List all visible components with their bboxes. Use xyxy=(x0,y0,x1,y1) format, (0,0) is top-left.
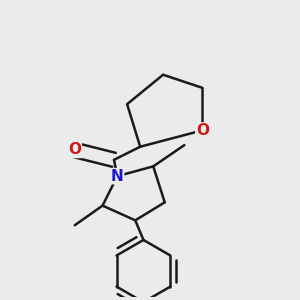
Text: N: N xyxy=(111,169,124,184)
Text: O: O xyxy=(68,142,81,158)
Text: O: O xyxy=(196,123,209,138)
